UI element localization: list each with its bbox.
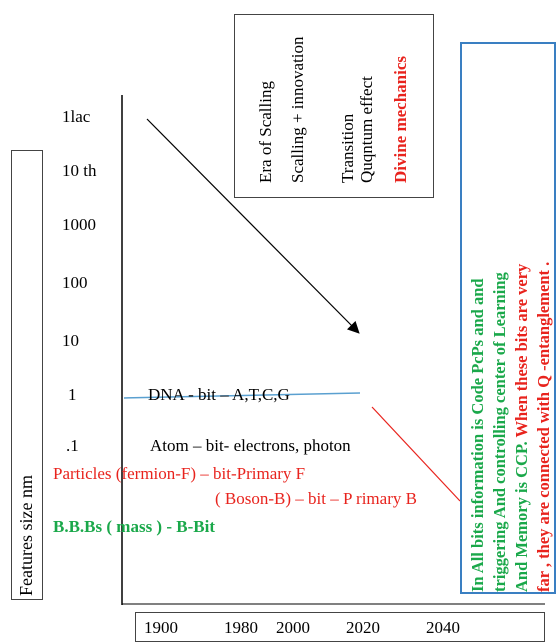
row-dna: DNA - bit – A,T,C,G	[148, 385, 290, 404]
x-tick-1980: 1980	[224, 618, 258, 637]
y-tick-10th: 10 th	[62, 161, 97, 180]
info-line-3-red: When these bits are very	[512, 263, 531, 438]
info-line-1: In All bits information is Code PcPs and…	[468, 278, 487, 592]
x-tick-1900: 1900	[144, 618, 178, 637]
row-atom: Atom – bit- electrons, photon	[150, 436, 351, 455]
y-tick-1: 1	[68, 385, 77, 404]
y-axis-label-box: Features size nm	[11, 150, 43, 600]
row-bbbs: B.B.Bs ( mass ) - B-Bit	[53, 517, 215, 536]
info-box: In All bits information is Code PcPs and…	[460, 42, 556, 594]
x-tick-2000: 2000	[276, 618, 310, 637]
era-item-1: Era of Scalling	[256, 81, 275, 183]
info-line-2: triggering And controlling center of Lea…	[490, 272, 509, 592]
y-tick-10: 10	[62, 331, 79, 350]
y-tick-0-1: .1	[66, 436, 79, 455]
x-axis-year-box: 1900 1980 2000 2020 2040	[135, 612, 545, 642]
era-item-3: Transition	[338, 113, 357, 183]
info-line-4: far , they are connected with Q -entangl…	[534, 261, 553, 592]
x-tick-2020: 2020	[346, 618, 380, 637]
y-tick-1000: 1000	[62, 215, 96, 234]
era-item-5: Divine mechanics	[391, 55, 410, 183]
trend-arrow	[146, 118, 360, 334]
era-item-4: Quqntum effect	[357, 76, 376, 183]
x-tick-2040: 2040	[426, 618, 460, 637]
row-particles: Particles (fermion-F) – bit-Primary F	[53, 464, 306, 483]
blue-threshold-line	[123, 392, 361, 399]
era-item-2: Scalling + innovation	[288, 36, 307, 183]
y-tick-1lac: 1lac	[62, 107, 91, 126]
info-line-3-green: And Memory is CCP.	[512, 437, 531, 592]
row-boson: ( Boson-B) – bit – P rimary B	[215, 489, 417, 508]
info-line-3: And Memory is CCP. When these bits are v…	[512, 264, 532, 592]
red-connector-line	[371, 406, 461, 502]
y-tick-100: 100	[62, 273, 88, 292]
y-axis-label: Features size nm	[16, 475, 36, 596]
era-box: Era of Scalling Scalling + innovation Tr…	[234, 14, 434, 198]
